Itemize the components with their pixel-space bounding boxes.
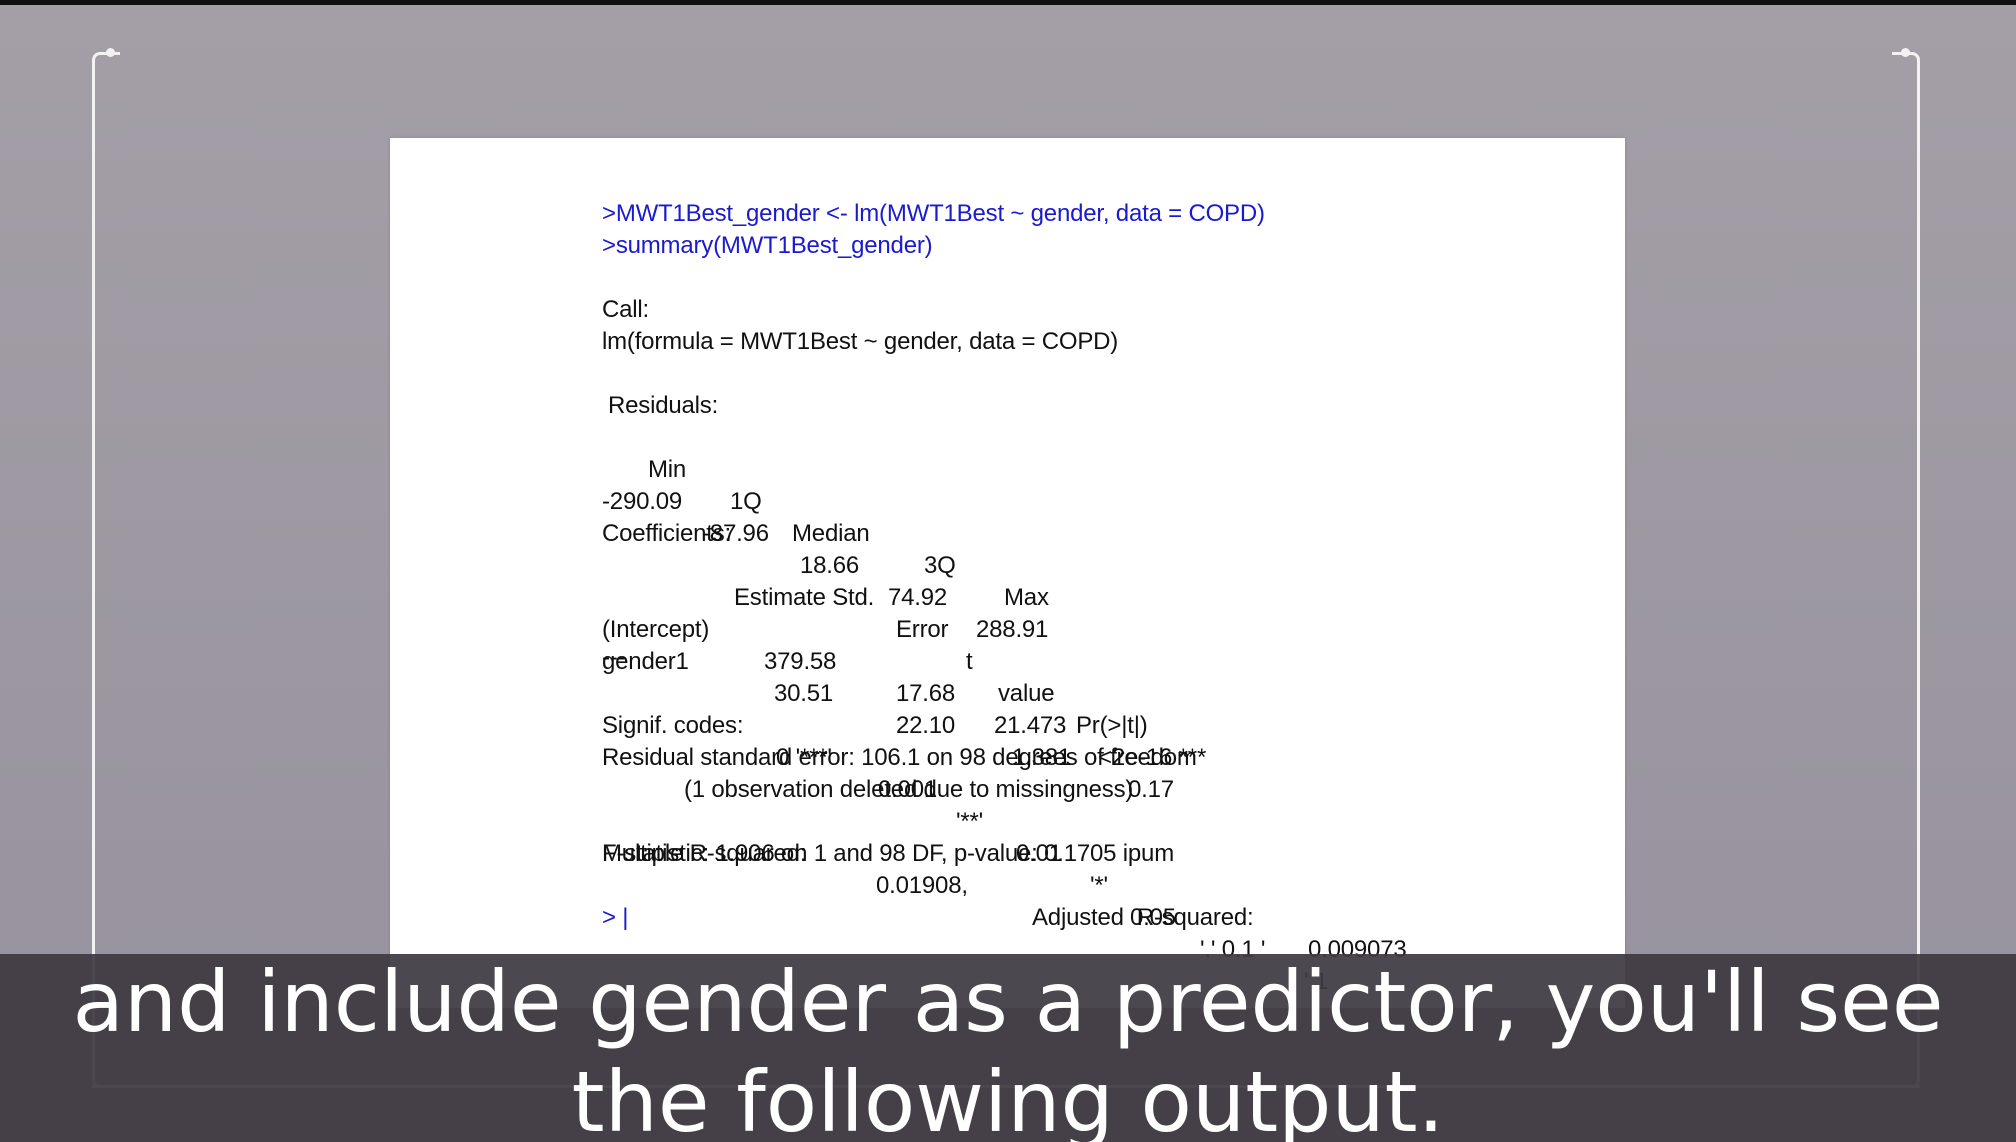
residuals-header-row: Min 1Q Median 3Q Max: [602, 422, 1049, 611]
r2-label: Multiple R-squared:: [602, 840, 807, 867]
console-prompt[interactable]: > |: [602, 904, 629, 931]
coef-name: gender1: [602, 648, 689, 675]
residuals-value-median: 18.66: [800, 552, 860, 579]
residuals-value-row: -290.09 -87.96 18.66 74.92 288.91: [602, 454, 1048, 643]
rse-line: Residual standard error: 106.1 on 98 deg…: [602, 744, 1197, 771]
coef-tvalue: 1.381: [1012, 744, 1072, 771]
residuals-value-max: 288.91: [976, 616, 1049, 643]
residuals-header-min: Min: [648, 456, 687, 483]
residuals-header-1q: 1Q: [730, 488, 762, 515]
residuals-header-max: Max: [1004, 584, 1049, 611]
signif-codes-row: Signif. codes: 0 '***' 0.001 '**' 0.01 '…: [602, 678, 1328, 995]
coef-header-p: Pr(>|t|): [1076, 712, 1148, 739]
coef-name: (Intercept): [602, 616, 710, 643]
coef-tvalue: 21.473: [994, 712, 1067, 739]
coef-p: 0.17: [1128, 776, 1174, 803]
residuals-label: Residuals:: [608, 392, 719, 419]
signif-code-part: '*': [1090, 872, 1108, 899]
coefficients-label: Coefficients:: [602, 520, 732, 547]
missing-line: (1 observation deleted due to missingnes…: [684, 776, 1134, 803]
r2-value: 0.01908,: [876, 872, 968, 899]
coef-header-estimate: Estimate Std.: [734, 584, 875, 611]
separator: ---: [602, 644, 626, 671]
console-output-panel: >MWT1Best_gender <- lm(MWT1Best ~ gender…: [390, 138, 1625, 1008]
signif-code-part: '**': [956, 808, 984, 835]
residuals-header-3q: 3Q: [924, 552, 956, 579]
coef-row-gender1: gender1 30.51 22.10 1.381 0.17: [602, 614, 1174, 803]
coef-stderr: 22.10: [896, 712, 956, 739]
coef-header-error: Error: [896, 616, 949, 643]
command-line-1: >MWT1Best_gender <- lm(MWT1Best ~ gender…: [602, 200, 1265, 227]
coef-header-value: value: [998, 680, 1055, 707]
coef-estimate: 30.51: [774, 680, 834, 707]
residuals-header-median: Median: [792, 520, 870, 547]
r-squared-row: Multiple R-squared: 0.01908, Adjusted R-…: [602, 806, 1407, 963]
coef-estimate: 379.58: [764, 648, 837, 675]
call-label: Call:: [602, 296, 650, 323]
caption-line-1: and include gender as a predictor, you'l…: [72, 954, 1944, 1051]
call-formula: lm(formula = MWT1Best ~ gender, data = C…: [602, 328, 1119, 355]
residuals-value-1q: -87.96: [702, 520, 769, 547]
signif-code-part: 0.01: [1016, 840, 1062, 867]
signif-code-part: 0.001: [878, 776, 938, 803]
right-bracket-dot: [1901, 48, 1910, 57]
adj-r2-label: Adjusted R-squared:: [1032, 904, 1254, 931]
left-frame-bracket: [92, 52, 120, 1088]
top-bar: [0, 0, 2016, 5]
signif-code-part: 0.05: [1130, 904, 1176, 931]
signif-label: Signif. codes:: [602, 712, 744, 739]
fstat-line: F-statistic: 1.906 on 1 and 98 DF, p-val…: [602, 840, 1174, 867]
coef-p: <2e-16 ***: [1098, 744, 1207, 771]
coef-stderr: 17.68: [896, 680, 956, 707]
residuals-value-min: -290.09: [602, 488, 682, 515]
caption-line-2: the following output.: [571, 1053, 1445, 1142]
command-line-2: >summary(MWT1Best_gender): [602, 232, 933, 259]
coef-header-row: Estimate Std. Error t value Pr(>|t|): [602, 550, 1148, 739]
left-bracket-dot: [106, 48, 115, 57]
residuals-value-3q: 74.92: [888, 584, 948, 611]
right-frame-bracket: [1892, 52, 1920, 1088]
signif-code-part: 0 '***': [776, 744, 832, 771]
subtitle-caption: and include gender as a predictor, you'l…: [0, 954, 2016, 1142]
coef-row-intercept: (Intercept) 379.58 17.68 21.473 <2e-16 *…: [602, 582, 1206, 771]
coef-header-t: t: [966, 648, 973, 675]
